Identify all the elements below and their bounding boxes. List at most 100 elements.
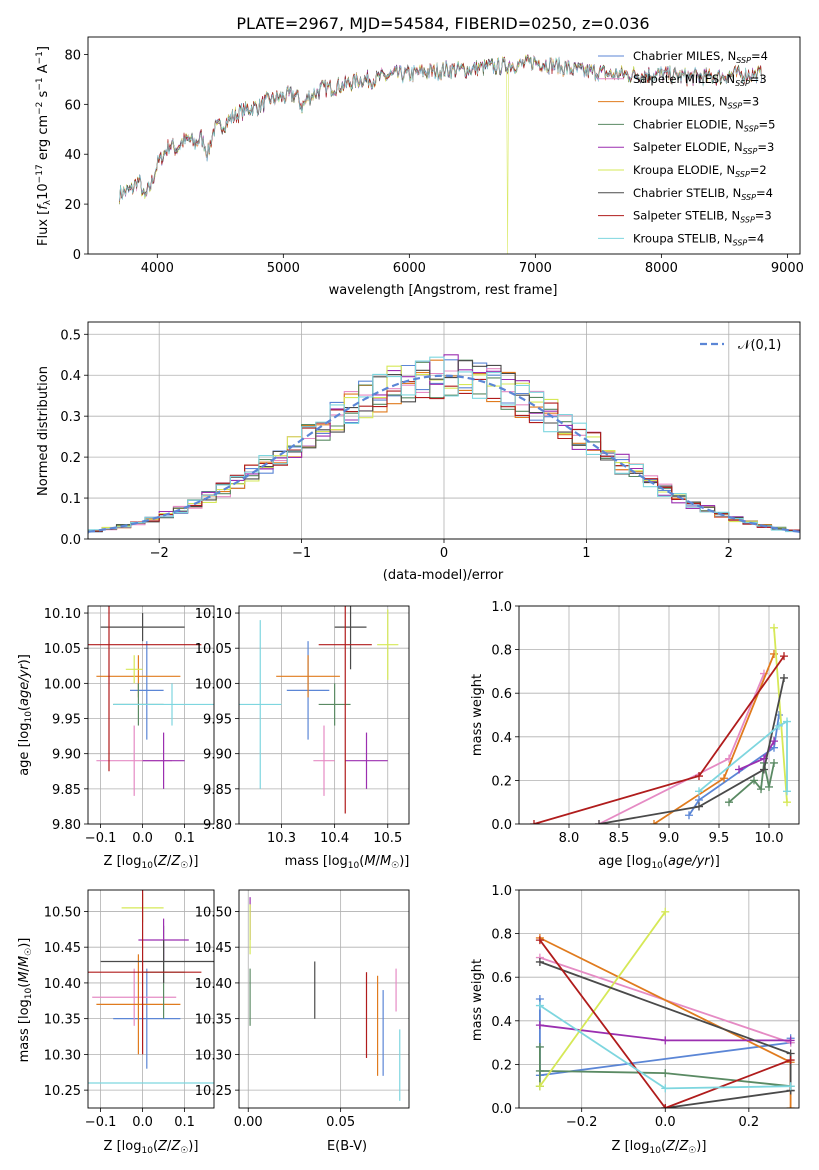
spectrum-line-kroupa-stelib — [119, 55, 762, 202]
weight-line-salpeter-stelib — [539, 939, 791, 1108]
errorbar-chabrier-stelib — [100, 613, 185, 642]
errorbar-kroupa-miles — [276, 655, 340, 698]
legend-entry: Chabrier MILES, NSSP=4 — [633, 49, 768, 65]
x-tick-label: 0.2 — [739, 1115, 760, 1130]
y-tick-label: 10.10 — [195, 607, 232, 622]
weight-marker — [595, 820, 603, 824]
x-tick-label: −0.1 — [85, 831, 117, 846]
x-axis-label: Z [log10(Z/Z☉)] — [104, 854, 199, 871]
errorbar-kroupa-elodie — [377, 609, 399, 680]
mass-weight-vs-age-marks — [530, 623, 791, 824]
y-tick-label: 10.05 — [195, 642, 232, 657]
x-tick-label: −0.2 — [566, 1115, 598, 1130]
weight-marker — [685, 811, 693, 820]
mass-vs-ebv-marks — [249, 897, 401, 1101]
y-tick-label: 10.45 — [195, 941, 232, 956]
y-tick-label: 0.8 — [491, 644, 512, 659]
y-axis-label: Normed distribution — [36, 366, 51, 496]
weight-marker — [695, 787, 703, 796]
legend-entry: Kroupa MILES, NSSP=3 — [633, 95, 759, 111]
legend-entry: Chabrier STELIB, NSSP=4 — [633, 186, 773, 202]
weight-marker — [535, 1001, 544, 1010]
spectrum-marks — [119, 54, 762, 254]
weight-marker — [783, 717, 791, 726]
x-axis-label: Z [log10(Z/Z☉)] — [104, 1139, 199, 1156]
y-tick-label: 0.0 — [60, 533, 81, 548]
y-tick-label: 80 — [64, 48, 81, 63]
weight-marker — [661, 907, 670, 916]
weight-marker — [770, 758, 778, 767]
y-tick-label: 9.95 — [203, 713, 232, 728]
y-tick-label: 0.5 — [60, 328, 81, 343]
y-tick-label: 10.50 — [44, 905, 81, 920]
y-tick-label: 9.90 — [203, 748, 232, 763]
y-tick-label: 60 — [64, 98, 81, 113]
legend-entry: Chabrier ELODIE, NSSP=5 — [633, 117, 775, 133]
x-tick-label: 0.1 — [174, 1115, 195, 1130]
y-tick-label: 9.80 — [203, 818, 232, 833]
x-axis-label: age [log10(age/yr)] — [598, 854, 720, 871]
weight-marker — [720, 774, 728, 783]
y-tick-label: 10.10 — [44, 607, 81, 622]
errorbar-chabrier-stelib — [100, 940, 214, 983]
weight-marker — [780, 673, 788, 682]
weight-line-kroupa-elodie — [773, 627, 788, 803]
x-tick-label: 7000 — [519, 261, 552, 276]
y-tick-label: 0.0 — [491, 818, 512, 833]
errorbar-salpeter-elodie — [142, 732, 185, 789]
errorbar-chabrier-miles — [130, 641, 164, 740]
weight-marker — [661, 1104, 670, 1108]
errorbar-salpeter-miles — [313, 725, 335, 796]
mass-vs-ebv-panel: 0.00 0.05 10.25 10.30 10.35 10.40 10.45 10.50 E(… — [195, 889, 410, 1154]
plot-frame — [518, 605, 800, 825]
weight-marker — [535, 1042, 544, 1051]
y-tick-label: 10.05 — [44, 642, 81, 657]
x-axis-label: mass [log10(M/M☉)] — [285, 854, 410, 871]
legend-entry: Salpeter MILES, NSSP=3 — [633, 72, 767, 88]
weight-line-salpeter-stelib — [533, 655, 785, 824]
y-tick-label: 1.0 — [491, 600, 512, 615]
weight-marker — [750, 776, 758, 785]
y-tick-label: 1.0 — [491, 884, 512, 899]
weight-line-chabrier-stelib — [598, 677, 785, 824]
plot-frame — [87, 321, 801, 540]
x-tick-label: 9.0 — [659, 831, 680, 846]
y-tick-label: 0.2 — [60, 451, 81, 466]
age-vs-z-panel: −0.1 0.0 0.1 9.80 9.85 9.90 9.95 10.00 10.05 10.1… — [17, 605, 215, 871]
errorbar-salpeter-stelib — [318, 606, 372, 814]
y-tick-label: 10.45 — [44, 941, 81, 956]
y-axis-label: mass weight — [470, 959, 485, 1041]
mass-weight-vs-age-panel: 8.0 8.5 9.0 9.5 10.0 0.0 0.2 0.4 0.6 0.8 1.0 age [l… — [470, 600, 800, 871]
y-axis-label: mass weight — [470, 674, 485, 756]
normal-reference-curve — [88, 374, 800, 533]
errorbar-chabrier-miles — [113, 968, 181, 1069]
weight-line-kroupa-elodie — [539, 911, 667, 1087]
age-vs-mass-panel: 10.3 10.4 10.5 9.80 9.85 9.90 9.95 10.00 10.05 10… — [195, 605, 410, 871]
y-tick-label: 0 — [73, 248, 81, 263]
weight-marker — [695, 802, 703, 811]
y-tick-label: 10.00 — [44, 677, 81, 692]
x-tick-label: 10.3 — [267, 831, 296, 846]
x-tick-label: 10.4 — [320, 831, 349, 846]
errorbar-kroupa-stelib — [113, 683, 214, 726]
errorbar-kroupa-miles — [96, 954, 181, 1055]
weight-marker — [786, 1082, 795, 1091]
age-vs-z-marks — [88, 606, 214, 796]
x-tick-label: 0.0 — [655, 1115, 676, 1130]
errorbar-salpeter-stelib — [88, 890, 202, 1055]
weight-marker — [661, 1069, 670, 1078]
y-tick-label: 9.85 — [52, 783, 81, 798]
y-tick-label: 10.40 — [44, 977, 81, 992]
mass-vs-z-marks — [88, 890, 214, 1084]
errorbar-kroupa-elodie — [125, 655, 143, 684]
x-tick-label: 9.5 — [709, 831, 730, 846]
legend-entry: Kroupa STELIB, NSSP=4 — [633, 231, 764, 247]
y-tick-label: 9.95 — [52, 713, 81, 728]
plot-frame — [87, 605, 215, 825]
x-tick-label: 10.5 — [373, 831, 402, 846]
x-tick-label: 1 — [582, 546, 590, 561]
x-tick-label: −2 — [150, 546, 169, 561]
x-tick-label: 0.0 — [132, 1115, 153, 1130]
y-tick-label: 10.25 — [195, 1084, 232, 1099]
legend-entry: 𝒩(0,1) — [738, 338, 781, 353]
